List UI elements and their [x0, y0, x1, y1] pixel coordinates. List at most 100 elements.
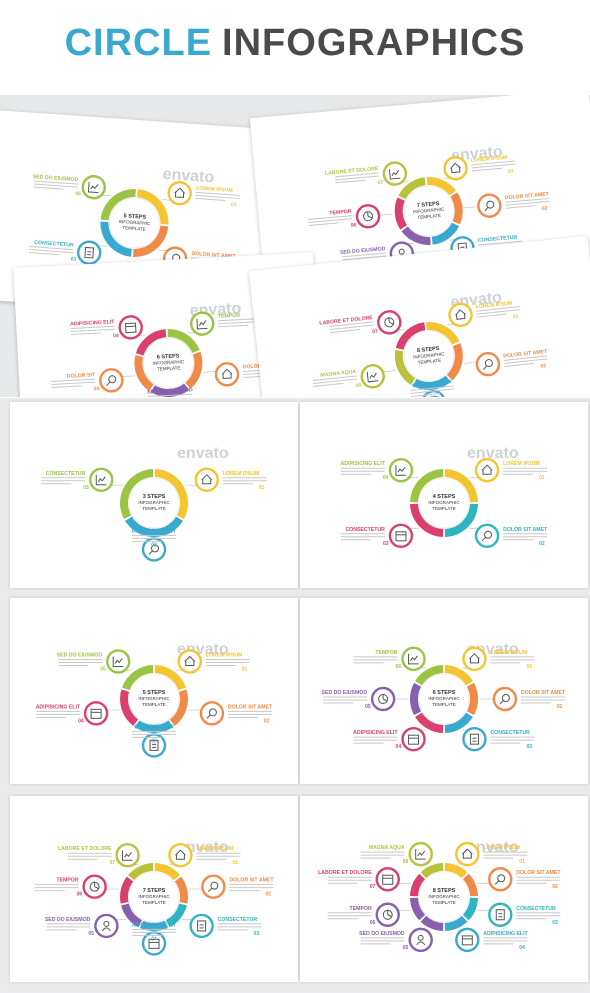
placeholder-text-line — [505, 197, 550, 203]
step-circle — [477, 193, 502, 218]
center-circle — [403, 185, 454, 237]
placeholder-text-line — [29, 249, 74, 254]
step-label: CONSECTETUR — [345, 527, 385, 533]
center-text: TEMPLATE — [142, 900, 165, 905]
center-text: 5 STEPS — [123, 213, 146, 221]
step-label: DOLOR SIT AMET — [521, 690, 566, 696]
placeholder-text-line — [29, 252, 60, 256]
magnifier-icon — [483, 359, 493, 370]
step-number: 02 — [552, 884, 558, 890]
placeholder-text-line — [51, 385, 82, 388]
step-label: TEMPOR — [56, 878, 78, 884]
house-icon — [450, 162, 461, 174]
step-number: 07 — [110, 860, 116, 866]
step-label: LOREM IPSUM — [196, 185, 233, 194]
ring-segment — [410, 682, 422, 716]
ring-segment — [154, 665, 187, 691]
center-text: 8 STEPS — [417, 346, 440, 354]
ring-segment — [444, 469, 478, 503]
envato-watermark: envato — [177, 445, 229, 462]
connector-line — [121, 375, 135, 377]
step-label: LOREM IPSUM — [223, 471, 260, 477]
center-text: 8 STEPS — [433, 888, 456, 894]
placeholder-text-line — [329, 324, 374, 331]
step-label: LABORE ET DOLORE — [58, 846, 112, 852]
ring-segment — [410, 503, 444, 537]
placeholder-text-line — [195, 194, 240, 199]
house-icon — [455, 309, 466, 320]
ring-segment — [398, 177, 426, 200]
ring-segment — [100, 221, 132, 257]
step-item: CONSECTETUR 03 — [461, 726, 535, 752]
step-label: LOREM IPSUM — [475, 300, 512, 310]
step-number: 03 — [430, 395, 436, 397]
step-item: CONSECTETUR 03 — [29, 240, 108, 265]
center-circle — [418, 673, 470, 725]
step-circle — [375, 902, 400, 927]
pie-icon — [384, 317, 395, 328]
step-label: ADIPISICING ELIT — [36, 704, 81, 710]
step-label: CONSECTETUR — [490, 730, 530, 736]
step-item: LABORE ET DOLORE 07 — [319, 310, 405, 335]
center-circle — [109, 197, 160, 249]
step-circle — [462, 726, 487, 752]
placeholder-text-line — [335, 175, 380, 181]
step-number: 01 — [513, 314, 519, 321]
step-number: 01 — [508, 168, 514, 174]
chart-icon — [408, 653, 419, 665]
step-label: SED DO EIUSMOD — [147, 387, 193, 395]
chart-icon — [87, 181, 99, 194]
step-label: LABORE ET DOLORE — [325, 166, 379, 177]
ring-segment — [134, 720, 174, 733]
step-label: SED DO EIUSMOD — [322, 690, 368, 696]
step-number: 03 — [526, 744, 532, 750]
magnifier-icon — [499, 694, 510, 705]
step-label: CONSECTETUR — [46, 471, 86, 477]
house-icon — [469, 653, 480, 664]
step-item: SED DO EIUSMOD 05 — [322, 686, 408, 712]
step-label: TEMPOR — [375, 650, 397, 656]
ring-segment — [128, 863, 154, 881]
magnifier-icon — [481, 530, 493, 542]
step-label: CONSECTETUR — [134, 724, 174, 730]
title-infographics: INFOGRAPHICS — [222, 22, 526, 64]
step-item: CONSECTETUR 03 — [182, 913, 262, 939]
center-circle — [418, 477, 470, 529]
ring-segment — [394, 349, 416, 385]
calendar-icon — [148, 938, 160, 949]
center-circle — [128, 871, 180, 923]
step-item: SED DO EIUSMOD 05 — [359, 927, 433, 953]
step-label: LOREM IPSUM — [490, 650, 527, 656]
step-item: LABORE ET DOLORE 07 — [58, 842, 140, 868]
chart-icon — [122, 850, 133, 861]
center-circle — [128, 477, 180, 529]
connector-line — [378, 213, 393, 216]
step-item: ADIPISICING ELIT 04 — [36, 701, 120, 726]
calendar-icon — [382, 874, 394, 885]
center-text: INFOGRAPHIC — [153, 359, 185, 366]
placeholder-text-line — [476, 306, 521, 312]
step-number: 02 — [264, 718, 270, 724]
step-number: 04 — [78, 718, 84, 724]
step-item: LABORE ET DOLORE 07 — [318, 867, 411, 892]
center-text: TEMPLATE — [432, 900, 455, 905]
center-text: INFOGRAPHIC — [428, 500, 460, 505]
infographic-card: envato 6 STEPS INFOGRAPHIC TEMPLATE LOREM IP… — [300, 598, 588, 784]
placeholder-text-line — [312, 375, 357, 382]
placeholder-text-line — [195, 197, 226, 201]
step-number: 03 — [94, 386, 100, 392]
step-number: 03 — [254, 931, 260, 937]
infographic-card: envato 3 STEPS INFOGRAPHIC TEMPLATE LOREM IP… — [10, 402, 298, 588]
step-number: 01 — [242, 666, 248, 672]
ring-segment — [167, 328, 200, 353]
magnifier-icon — [106, 375, 117, 386]
ring-segment — [120, 689, 139, 726]
placeholder-text-line — [471, 163, 516, 169]
step-label: CONSECTETUR — [412, 379, 452, 389]
house-icon — [175, 849, 186, 860]
collage-sheet: envato 5 STEPS INFOGRAPHIC TEMPLATE LOREM IP… — [0, 109, 297, 321]
